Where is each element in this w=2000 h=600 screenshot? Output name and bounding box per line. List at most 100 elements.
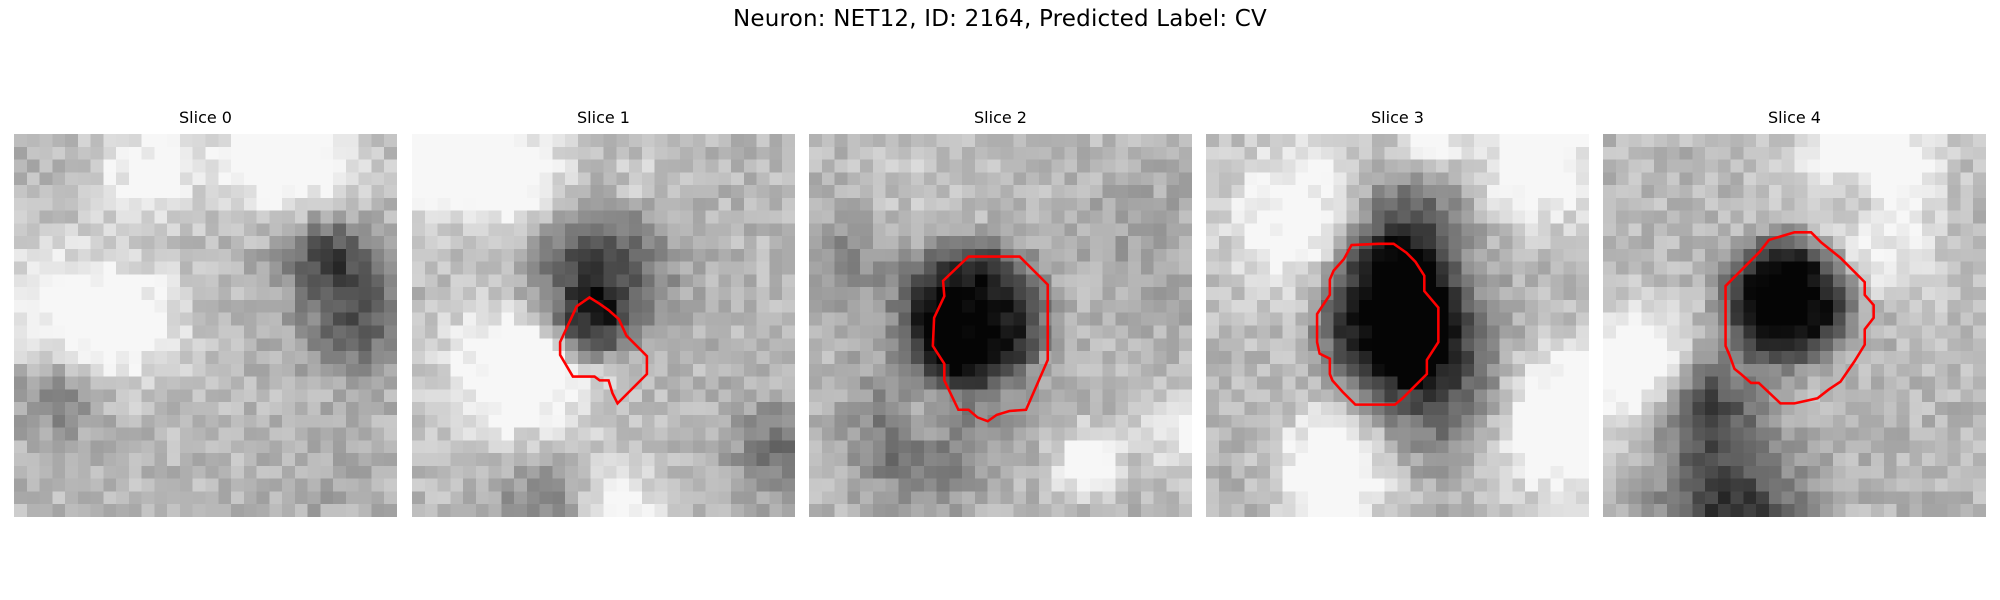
pixel (1896, 491, 1910, 505)
slice-title: Slice 0 (179, 108, 232, 127)
pixel (1435, 389, 1449, 403)
pixel (872, 478, 886, 492)
pixel (1858, 134, 1872, 148)
pixel (14, 236, 28, 250)
pixel (1743, 351, 1757, 365)
pixel (90, 261, 104, 275)
pixel (1410, 299, 1424, 313)
pixel (1102, 312, 1116, 326)
pixel (718, 453, 732, 467)
pixel (847, 274, 861, 288)
pixel (1563, 299, 1577, 313)
pixel (667, 159, 681, 173)
pixel (26, 287, 40, 301)
pixel (577, 351, 591, 365)
pixel (1947, 223, 1961, 237)
pixel (1499, 325, 1513, 339)
pixel (1435, 134, 1449, 148)
pixel (1461, 185, 1475, 199)
pixel (680, 236, 694, 250)
pixel (488, 223, 502, 237)
pixel (1909, 172, 1923, 186)
pixel (1845, 389, 1859, 403)
pixel (1140, 363, 1154, 377)
pixel (809, 274, 823, 288)
pixel (1486, 172, 1500, 186)
pixel (1218, 453, 1232, 467)
pixel (1537, 338, 1551, 352)
pixel (603, 478, 617, 492)
pixel (192, 134, 206, 148)
pixel (1257, 287, 1271, 301)
pixel (1922, 453, 1936, 467)
pixel (1794, 478, 1808, 492)
pixel (14, 465, 28, 479)
pixel (65, 223, 79, 237)
pixel (1537, 465, 1551, 479)
pixel (911, 351, 925, 365)
pixel (128, 363, 142, 377)
pixel (1512, 312, 1526, 326)
pixel (1218, 440, 1232, 454)
pixel (1628, 299, 1642, 313)
pixel (1231, 465, 1245, 479)
pixel (1013, 210, 1027, 224)
pixel (501, 236, 515, 250)
pixel (885, 402, 899, 416)
pixel (167, 172, 181, 186)
pixel (1641, 440, 1655, 454)
pixel (14, 299, 28, 313)
pixel (1654, 185, 1668, 199)
pixel (116, 248, 130, 262)
pixel (345, 376, 359, 390)
pixel (1140, 427, 1154, 441)
pixel (1397, 414, 1411, 428)
pixel (654, 223, 668, 237)
pixel (345, 402, 359, 416)
pixel (1166, 414, 1180, 428)
pixel (26, 159, 40, 173)
pixel (1550, 197, 1564, 211)
pixel (1089, 134, 1103, 148)
pixel (1257, 146, 1271, 160)
pixel (1206, 159, 1220, 173)
pixel (1077, 159, 1091, 173)
pixel (590, 491, 604, 505)
pixel (218, 197, 232, 211)
pixel (1077, 172, 1091, 186)
pixel (320, 248, 334, 262)
pixel (1692, 134, 1706, 148)
pixel (1257, 299, 1271, 313)
pixel (1269, 376, 1283, 390)
pixel (1295, 261, 1309, 275)
pixel (809, 402, 823, 416)
pixel (1820, 465, 1834, 479)
pixel (256, 389, 270, 403)
pixel (860, 376, 874, 390)
pixel (667, 440, 681, 454)
pixel (1896, 351, 1910, 365)
pixel (14, 363, 28, 377)
pixel (590, 274, 604, 288)
pixel (705, 478, 719, 492)
pixel (141, 274, 155, 288)
pixel (1308, 210, 1322, 224)
pixel (577, 478, 591, 492)
pixel (872, 402, 886, 416)
pixel (1512, 134, 1526, 148)
pixel (756, 185, 770, 199)
pixel (860, 274, 874, 288)
pixel (1832, 325, 1846, 339)
pixel (565, 159, 579, 173)
pixel (1781, 427, 1795, 441)
pixel (987, 274, 1001, 288)
pixel (282, 376, 296, 390)
pixel (1038, 261, 1052, 275)
pixel (1973, 453, 1986, 467)
pixel (205, 427, 219, 441)
pixel (1474, 427, 1488, 441)
pixel (769, 312, 783, 326)
pixel (205, 504, 219, 517)
pixel (243, 504, 257, 517)
pixel (514, 504, 528, 517)
